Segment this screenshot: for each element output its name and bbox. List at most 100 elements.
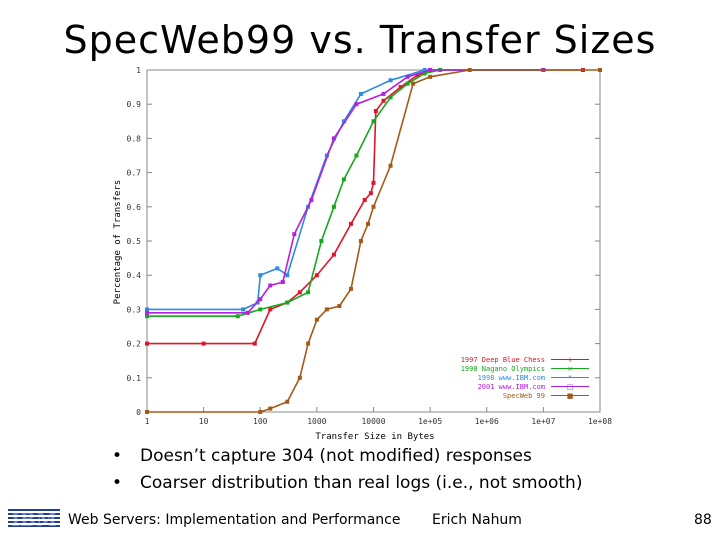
chart-ticks: 0 0.1 0.2 0.3 0.4 0.5 0.6 0.7 0.8 0.9 1 1 10 100 1000 1… — [127, 66, 613, 426]
footer-course: Web Servers: Implementation and Performa… — [68, 512, 401, 528]
x-tick-label: 10000 — [361, 417, 385, 426]
data-point — [381, 98, 386, 103]
series-1998-nagano-olympics — [145, 68, 546, 319]
data-point — [297, 375, 302, 380]
data-point — [268, 307, 273, 312]
chart-series — [145, 68, 602, 414]
data-point — [388, 78, 393, 83]
data-point — [268, 406, 273, 411]
data-point — [348, 286, 353, 291]
data-point — [275, 266, 280, 271]
data-point — [297, 290, 302, 295]
data-point — [371, 204, 376, 209]
data-point — [285, 399, 290, 404]
data-point — [405, 81, 410, 86]
data-point — [341, 119, 346, 124]
data-point — [381, 91, 386, 96]
x-tick-label: 1e+05 — [418, 417, 442, 426]
legend-marker: * — [568, 374, 572, 382]
y-axis-label: Percentage of Transfers — [113, 180, 123, 305]
data-point — [358, 239, 363, 243]
data-point — [258, 307, 263, 312]
data-point — [292, 232, 297, 237]
data-point — [314, 317, 319, 322]
data-point — [348, 221, 353, 226]
page-number: 88 — [694, 512, 712, 528]
x-tick-label: 1e+06 — [475, 417, 499, 426]
data-point — [467, 68, 472, 72]
legend-label: 2001 www.IBM.com — [478, 383, 545, 391]
data-point — [258, 273, 263, 278]
series-1997-deep-blue-chess — [145, 68, 585, 346]
legend-label: 1997 Deep Blue Chess — [461, 356, 545, 364]
series-2001-www-ibm-com — [145, 68, 546, 315]
data-point — [358, 91, 363, 96]
bullet-item: • Coarser distribution than real logs (i.… — [112, 473, 583, 493]
data-point — [354, 153, 359, 158]
y-tick-label: 0.4 — [127, 271, 142, 280]
data-point — [398, 85, 403, 90]
data-point — [280, 280, 285, 285]
x-tick-label: 1e+07 — [531, 417, 555, 426]
data-point — [145, 314, 149, 319]
legend-label: 1998 Nagano Olympics — [461, 365, 545, 373]
data-point — [341, 177, 346, 182]
data-point — [405, 74, 410, 79]
data-point — [371, 119, 376, 124]
data-point — [258, 297, 263, 302]
bullet-list: • Doesn’t capture 304 (not modified) resp… — [112, 443, 582, 497]
data-point — [366, 221, 371, 226]
series-line — [147, 69, 600, 413]
x-tick-label: 1e+08 — [588, 417, 612, 426]
data-point — [428, 68, 433, 72]
legend-marker: + — [567, 356, 573, 364]
data-point — [331, 136, 336, 141]
legend-marker: ■ — [567, 392, 574, 400]
data-point — [368, 191, 373, 196]
legend-marker: × — [567, 365, 573, 373]
data-point — [354, 102, 359, 107]
series-line — [147, 69, 544, 317]
x-tick-label: 1000 — [307, 417, 326, 426]
data-point — [309, 197, 314, 202]
x-tick-label: 10 — [199, 417, 209, 426]
data-point — [314, 273, 319, 278]
cdf-chart: 0 0.1 0.2 0.3 0.4 0.5 0.6 0.7 0.8 0.9 1 1 10 100 1000 1… — [113, 66, 613, 442]
y-tick-label: 0.7 — [127, 169, 142, 178]
data-point — [428, 74, 433, 79]
data-point — [598, 68, 602, 72]
y-tick-label: 0.9 — [127, 100, 142, 109]
data-point — [306, 290, 311, 295]
bullet-item: • Doesn’t capture 304 (not modified) resp… — [112, 446, 532, 466]
data-point — [285, 300, 290, 305]
x-axis-label: Transfer Size in Bytes — [315, 432, 434, 442]
y-tick-label: 0.2 — [127, 340, 142, 349]
data-point — [422, 71, 427, 76]
data-point — [362, 197, 367, 202]
data-point — [201, 341, 206, 346]
data-point — [319, 239, 324, 243]
x-tick-label: 1 — [145, 417, 150, 426]
ibm-logo: IBM — [8, 509, 60, 530]
data-point — [411, 81, 416, 86]
data-point — [145, 410, 149, 414]
y-tick-label: 0.3 — [127, 305, 142, 314]
legend-marker: □ — [567, 383, 574, 391]
footer-author: Erich Nahum — [432, 512, 522, 528]
data-point — [331, 252, 336, 257]
y-tick-label: 0.1 — [127, 374, 142, 383]
slide-title: SpecWeb99 vs. Transfer Sizes — [63, 18, 657, 62]
data-point — [285, 273, 290, 278]
chart-legend: 1997 Deep Blue Chess +1998 Nagano Olympic… — [461, 356, 589, 400]
series-line — [147, 69, 544, 311]
y-tick-label: 0.5 — [127, 237, 142, 246]
y-tick-label: 0.8 — [127, 134, 142, 143]
series-line — [147, 69, 544, 314]
series-line — [147, 69, 583, 345]
data-point — [145, 341, 149, 346]
data-point — [245, 310, 250, 315]
y-tick-label: 0.6 — [127, 203, 142, 212]
data-point — [388, 95, 393, 100]
data-point — [258, 410, 263, 414]
data-point — [324, 307, 329, 312]
